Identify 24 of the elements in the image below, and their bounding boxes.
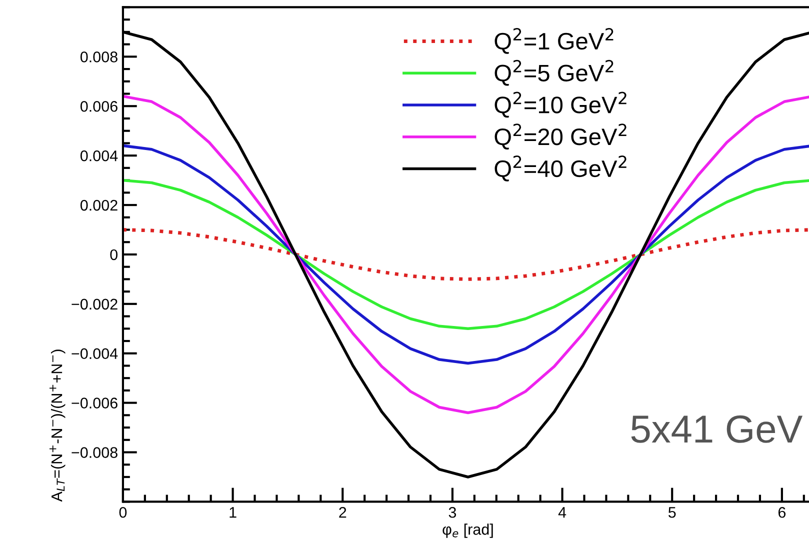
y-tick-label: 0.002 xyxy=(80,200,118,211)
x-tick-label: 6 xyxy=(778,506,786,518)
annotation: 5x41 GeV xyxy=(631,415,803,443)
legend-label: Q$^{2}$=10 GeV$^{2}$ xyxy=(494,92,626,118)
y-tick-label: −0.006 xyxy=(72,398,118,409)
y-tick-label: 0 xyxy=(110,249,118,260)
y-tick-label: −0.008 xyxy=(72,447,118,458)
legend-label: Q$^{2}$=5 GeV$^{2}$ xyxy=(494,60,614,86)
x-tick-label: 1 xyxy=(230,507,236,518)
x-axis-title: φ$_{e}$ [rad] xyxy=(442,524,493,538)
legend-label: Q$^{2}$=40 GeV$^{2}$ xyxy=(494,156,626,182)
x-tick-label: 4 xyxy=(558,507,566,518)
x-tick-label: 2 xyxy=(339,506,346,518)
y-tick-label: 0.008 xyxy=(80,52,118,62)
legend-label: Q$^{2}$=20 GeV$^{2}$ xyxy=(494,124,626,150)
y-tick-label: −0.002 xyxy=(72,298,118,310)
text: A$_{LT}$=(N$^{+}$-N$^{−}$)/(N$^{+}$+N$^{−}$) xyxy=(50,350,66,502)
y-tick-label: 0.004 xyxy=(80,150,118,162)
x-tick-label: 3 xyxy=(448,506,456,518)
x-tick-label: 0 xyxy=(119,506,127,518)
x-tick-label: 5 xyxy=(668,507,676,518)
y-tick-label: 0.006 xyxy=(80,100,118,112)
legend-label: Q$^{2}$=1 GeV$^{2}$ xyxy=(494,28,614,54)
y-tick-label: −0.004 xyxy=(72,348,118,360)
